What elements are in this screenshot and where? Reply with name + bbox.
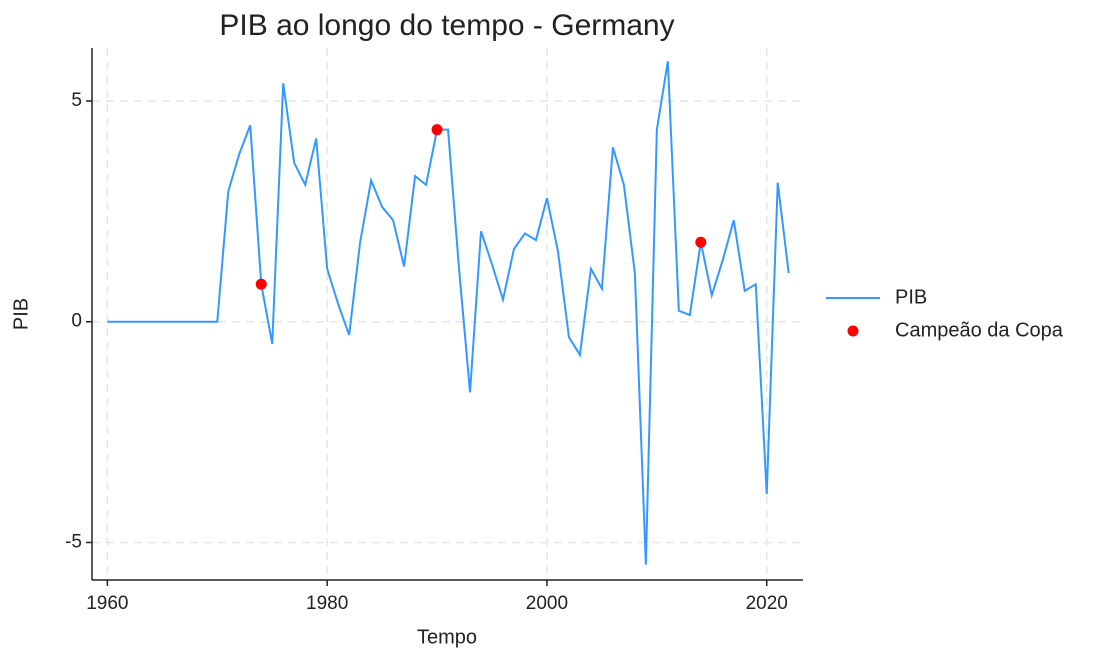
y-tick-label: 5 [71,90,82,111]
y-tick-label: 0 [71,311,82,332]
x-axis-label: Tempo [417,626,477,648]
legend-swatch [847,325,859,337]
y-axis-label: PIB [10,298,32,330]
y-tick-label: -5 [65,531,82,552]
legend-text: PIB [895,286,927,308]
legend-text: Campeão da Copa [895,319,1064,341]
point [431,124,443,136]
x-tick-label: 1960 [86,593,128,614]
x-tick-label: 1980 [306,593,348,614]
point [695,236,707,248]
x-tick-label: 2020 [746,593,788,614]
point [255,278,267,290]
x-tick-label: 2000 [526,593,568,614]
chart-title: PIB ao longo do tempo - Germany [219,9,674,42]
line [107,61,790,565]
